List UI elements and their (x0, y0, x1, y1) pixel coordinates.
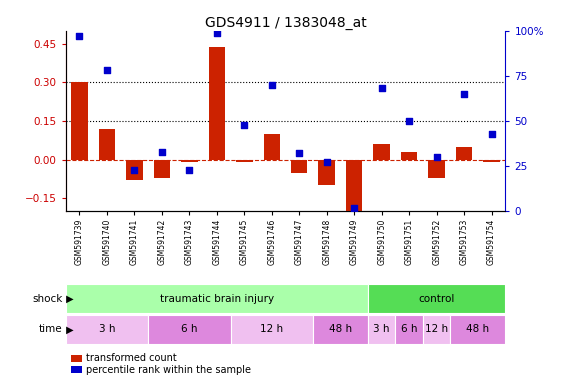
Bar (368, 315, 395, 344)
Bar (401, 152, 417, 160)
Text: control: control (419, 293, 455, 304)
Bar (154, 160, 170, 178)
Text: 6 h: 6 h (181, 324, 198, 334)
Point (377, 85, 386, 91)
Text: GSM591742: GSM591742 (158, 218, 166, 265)
Text: GSM591754: GSM591754 (487, 218, 496, 265)
Bar (423, 315, 451, 344)
Bar (148, 315, 231, 344)
Point (212, 30, 222, 36)
Point (460, 91, 469, 97)
Bar (368, 284, 505, 313)
Bar (66, 284, 368, 313)
Point (102, 67, 111, 73)
Point (240, 121, 249, 127)
Text: 6 h: 6 h (401, 324, 417, 334)
Text: 48 h: 48 h (329, 324, 352, 334)
Text: ▶: ▶ (63, 324, 74, 334)
Text: 3 h: 3 h (373, 324, 390, 334)
Bar (428, 160, 445, 178)
Bar (319, 160, 335, 185)
Text: GSM591748: GSM591748 (322, 218, 331, 265)
Bar (346, 160, 363, 211)
Text: GSM591751: GSM591751 (405, 218, 413, 265)
Text: GSM591744: GSM591744 (212, 218, 222, 265)
Bar (231, 315, 313, 344)
Point (487, 131, 496, 137)
Bar (181, 160, 198, 162)
Point (295, 151, 304, 157)
Text: 12 h: 12 h (260, 324, 283, 334)
Text: 48 h: 48 h (467, 324, 489, 334)
Point (405, 118, 414, 124)
Bar (395, 315, 423, 344)
Bar (373, 144, 390, 160)
Point (432, 154, 441, 160)
Bar (66, 315, 148, 344)
Text: GSM591741: GSM591741 (130, 218, 139, 265)
Point (185, 167, 194, 173)
Text: GSM591743: GSM591743 (185, 218, 194, 265)
Text: GSM591739: GSM591739 (75, 218, 84, 265)
Text: 3 h: 3 h (99, 324, 115, 334)
Text: shock: shock (33, 293, 63, 304)
Bar (126, 160, 143, 180)
Bar (456, 147, 472, 160)
Text: GSM591740: GSM591740 (102, 218, 111, 265)
Point (349, 205, 359, 211)
Point (130, 167, 139, 173)
Bar (263, 134, 280, 160)
Point (75, 33, 84, 39)
Bar (313, 315, 368, 344)
Point (322, 159, 331, 166)
Bar (236, 160, 252, 162)
Title: GDS4911 / 1383048_at: GDS4911 / 1383048_at (204, 16, 367, 30)
Text: GSM591746: GSM591746 (267, 218, 276, 265)
Text: 12 h: 12 h (425, 324, 448, 334)
Text: GSM591750: GSM591750 (377, 218, 386, 265)
Text: GSM591747: GSM591747 (295, 218, 304, 265)
Text: time: time (39, 324, 63, 334)
Text: percentile rank within the sample: percentile rank within the sample (86, 365, 251, 375)
Text: transformed count: transformed count (86, 353, 176, 363)
Text: traumatic brain injury: traumatic brain injury (160, 293, 274, 304)
Bar (291, 160, 307, 172)
Bar (71, 82, 88, 160)
Text: GSM591749: GSM591749 (349, 218, 359, 265)
Point (267, 82, 276, 88)
Text: GSM591752: GSM591752 (432, 218, 441, 265)
Text: GSM591745: GSM591745 (240, 218, 249, 265)
Bar (99, 129, 115, 160)
Text: GSM591753: GSM591753 (460, 218, 469, 265)
Bar (208, 48, 225, 160)
Text: ▶: ▶ (63, 293, 74, 304)
Bar (451, 315, 505, 344)
Bar (483, 160, 500, 162)
Point (157, 149, 166, 155)
